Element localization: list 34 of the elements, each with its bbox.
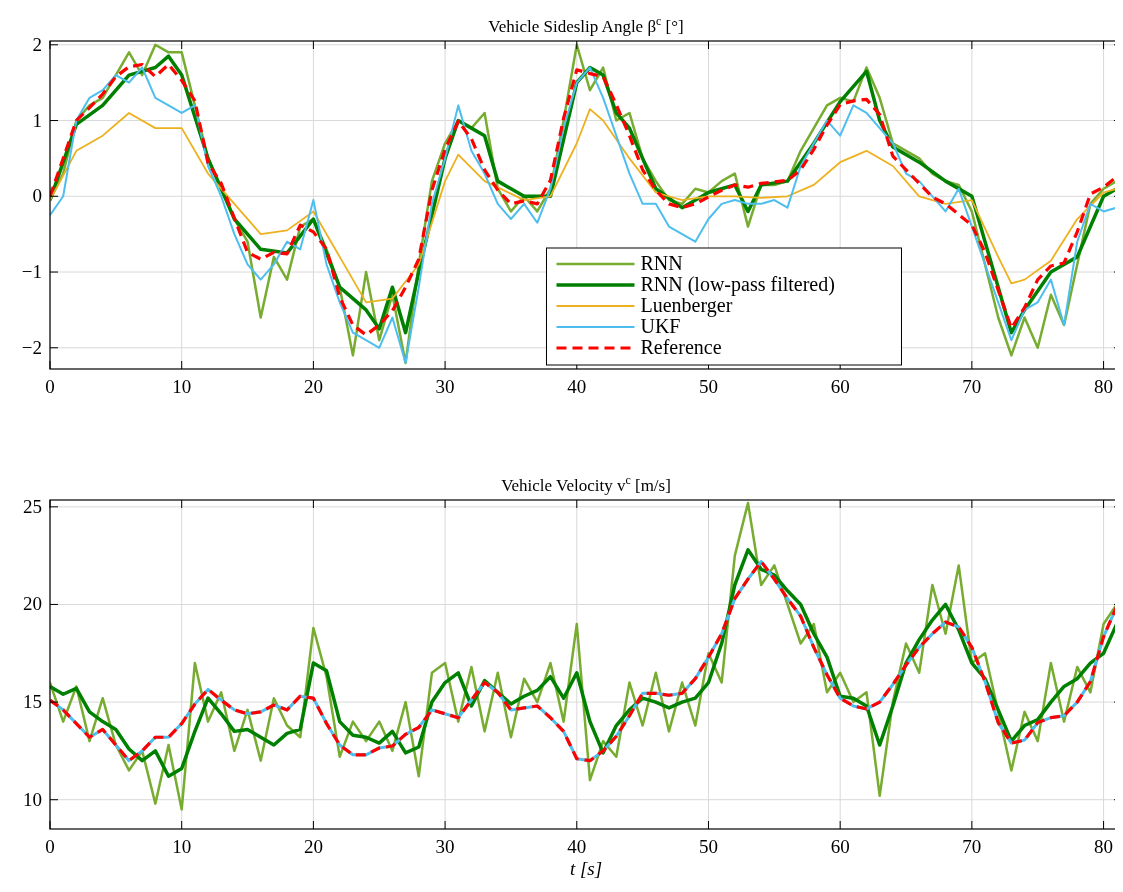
y-tick-label: 15 bbox=[23, 691, 42, 713]
x-tick-label: 80 bbox=[1094, 376, 1114, 397]
x-tick-label: 50 bbox=[698, 376, 718, 397]
x-tick-label: 20 bbox=[303, 836, 323, 857]
x-tick-label: 0 bbox=[45, 836, 55, 857]
y-tick-label: 1 bbox=[32, 109, 42, 131]
x-tick-label: 20 bbox=[303, 376, 323, 397]
y-tick-label: −2 bbox=[21, 336, 42, 358]
y-tick-label: 25 bbox=[23, 495, 42, 517]
x-tick-label: 30 bbox=[435, 836, 455, 857]
y-tick-label: −1 bbox=[21, 261, 42, 283]
x-tick-label: 40 bbox=[567, 376, 587, 397]
x-tick-label: 60 bbox=[830, 836, 850, 857]
x-tick-label: 80 bbox=[1094, 836, 1114, 857]
y-tick-label: 2 bbox=[32, 33, 42, 55]
x-axis-title: t [s] bbox=[569, 858, 603, 879]
x-tick-label: 0 bbox=[45, 376, 55, 397]
x-tick-label: 70 bbox=[962, 836, 982, 857]
legend-label: Reference bbox=[640, 336, 722, 358]
x-tick-label: 10 bbox=[172, 836, 192, 857]
x-tick-label: 10 bbox=[172, 376, 192, 397]
legend-label: RNN (low-pass filtered) bbox=[640, 273, 835, 296]
legend-label: RNN bbox=[640, 252, 683, 274]
legend-label: UKF bbox=[640, 315, 681, 337]
x-tick-label: 70 bbox=[962, 376, 982, 397]
y-tick-label: 10 bbox=[23, 788, 42, 810]
x-tick-label: 40 bbox=[567, 836, 587, 857]
x-tick-label: 60 bbox=[830, 376, 850, 397]
x-tick-label: 30 bbox=[435, 376, 455, 397]
chart-title: Vehicle Sideslip Angle β$^{c}$ [°] bbox=[488, 14, 684, 36]
y-tick-label: 0 bbox=[32, 185, 42, 207]
chart-title: Vehicle Velocity v$^{c}$ [m/s] bbox=[501, 473, 671, 495]
x-tick-label: 50 bbox=[698, 836, 718, 857]
y-tick-label: 20 bbox=[23, 593, 42, 615]
